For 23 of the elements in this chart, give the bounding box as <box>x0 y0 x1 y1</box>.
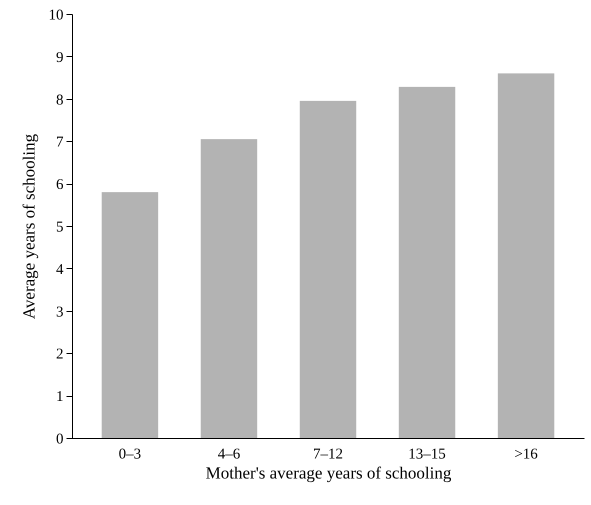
bar <box>200 139 258 438</box>
y-tick-label: 2 <box>56 346 64 363</box>
bar <box>398 86 456 438</box>
x-tick-label: 0–3 <box>118 446 142 462</box>
x-tick-label: 13–15 <box>408 446 446 462</box>
y-tick-label: 5 <box>56 220 64 236</box>
x-tick-label: 4–6 <box>218 446 241 462</box>
y-tick-label: 10 <box>48 8 64 24</box>
bar <box>498 73 554 438</box>
x-tick-label: 7–12 <box>313 446 343 462</box>
y-tick-label: 6 <box>56 177 64 194</box>
y-tick-label: 1 <box>56 389 64 406</box>
x-tick-label: >16 <box>514 446 538 462</box>
y-tick-label: 8 <box>56 92 64 108</box>
bar <box>300 100 356 438</box>
y-tick-label: 4 <box>56 262 64 278</box>
x-axis-title: Mother's average years of schooling <box>206 464 452 482</box>
y-tick-label: 7 <box>56 134 64 151</box>
y-tick-label: 0 <box>56 432 64 448</box>
y-axis-title: Average years of schooling <box>20 133 38 320</box>
bar <box>102 192 158 438</box>
y-tick-label: 9 <box>56 50 64 66</box>
y-tick-label: 3 <box>56 304 64 320</box>
